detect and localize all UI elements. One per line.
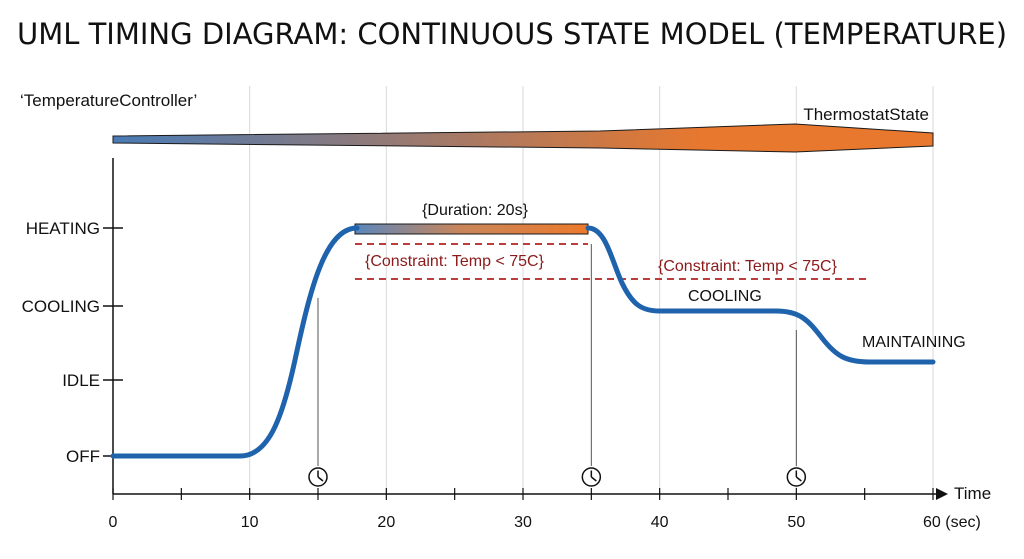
x-tick-label: 30 bbox=[514, 514, 532, 531]
duration-bar bbox=[354, 223, 589, 235]
time-events bbox=[308, 244, 807, 487]
cooling-label: COOLING bbox=[688, 288, 762, 305]
x-tick-label: 40 bbox=[651, 514, 669, 531]
vertical-grid bbox=[249, 86, 934, 494]
arrow-right-icon bbox=[936, 488, 948, 500]
temperature-signal bbox=[110, 225, 360, 459]
maintaining-label: MAINTAINING bbox=[862, 334, 966, 351]
band-label: ThermostatState bbox=[803, 105, 929, 124]
x-tick-label: 10 bbox=[241, 514, 259, 531]
temperature-signal-cooling bbox=[585, 225, 936, 365]
constraint-label-1: {Constraint: Temp < 75C} bbox=[365, 253, 545, 270]
lifeline-name: ‘TemperatureController’ bbox=[20, 91, 197, 110]
state-label-idle: IDLE bbox=[62, 371, 100, 390]
state-label-off: OFF bbox=[66, 447, 100, 466]
thermostat-state-band bbox=[112, 123, 934, 153]
x-axis-label: Time bbox=[954, 484, 991, 503]
x-tick-label: 60 (sec) bbox=[923, 514, 981, 531]
clock-icon bbox=[581, 467, 602, 487]
state-label-heating: HEATING bbox=[26, 219, 100, 238]
time-ticks: 0 10 20 30 40 50 60 (sec) bbox=[109, 488, 981, 531]
constraint-label-2: {Constraint: Temp < 75C} bbox=[658, 258, 838, 275]
state-ticks: HEATING COOLING IDLE OFF bbox=[22, 219, 123, 466]
x-tick-label: 50 bbox=[787, 514, 805, 531]
clock-icon bbox=[786, 467, 807, 487]
x-tick-label: 20 bbox=[377, 514, 395, 531]
clock-icon bbox=[308, 467, 328, 487]
duration-label: {Duration: 20s} bbox=[422, 202, 529, 219]
diagram-title: UML TIMING DIAGRAM: CONTINUOUS STATE MOD… bbox=[17, 17, 1007, 51]
state-label-cooling: COOLING bbox=[22, 297, 100, 316]
x-tick-label: 0 bbox=[109, 514, 118, 531]
